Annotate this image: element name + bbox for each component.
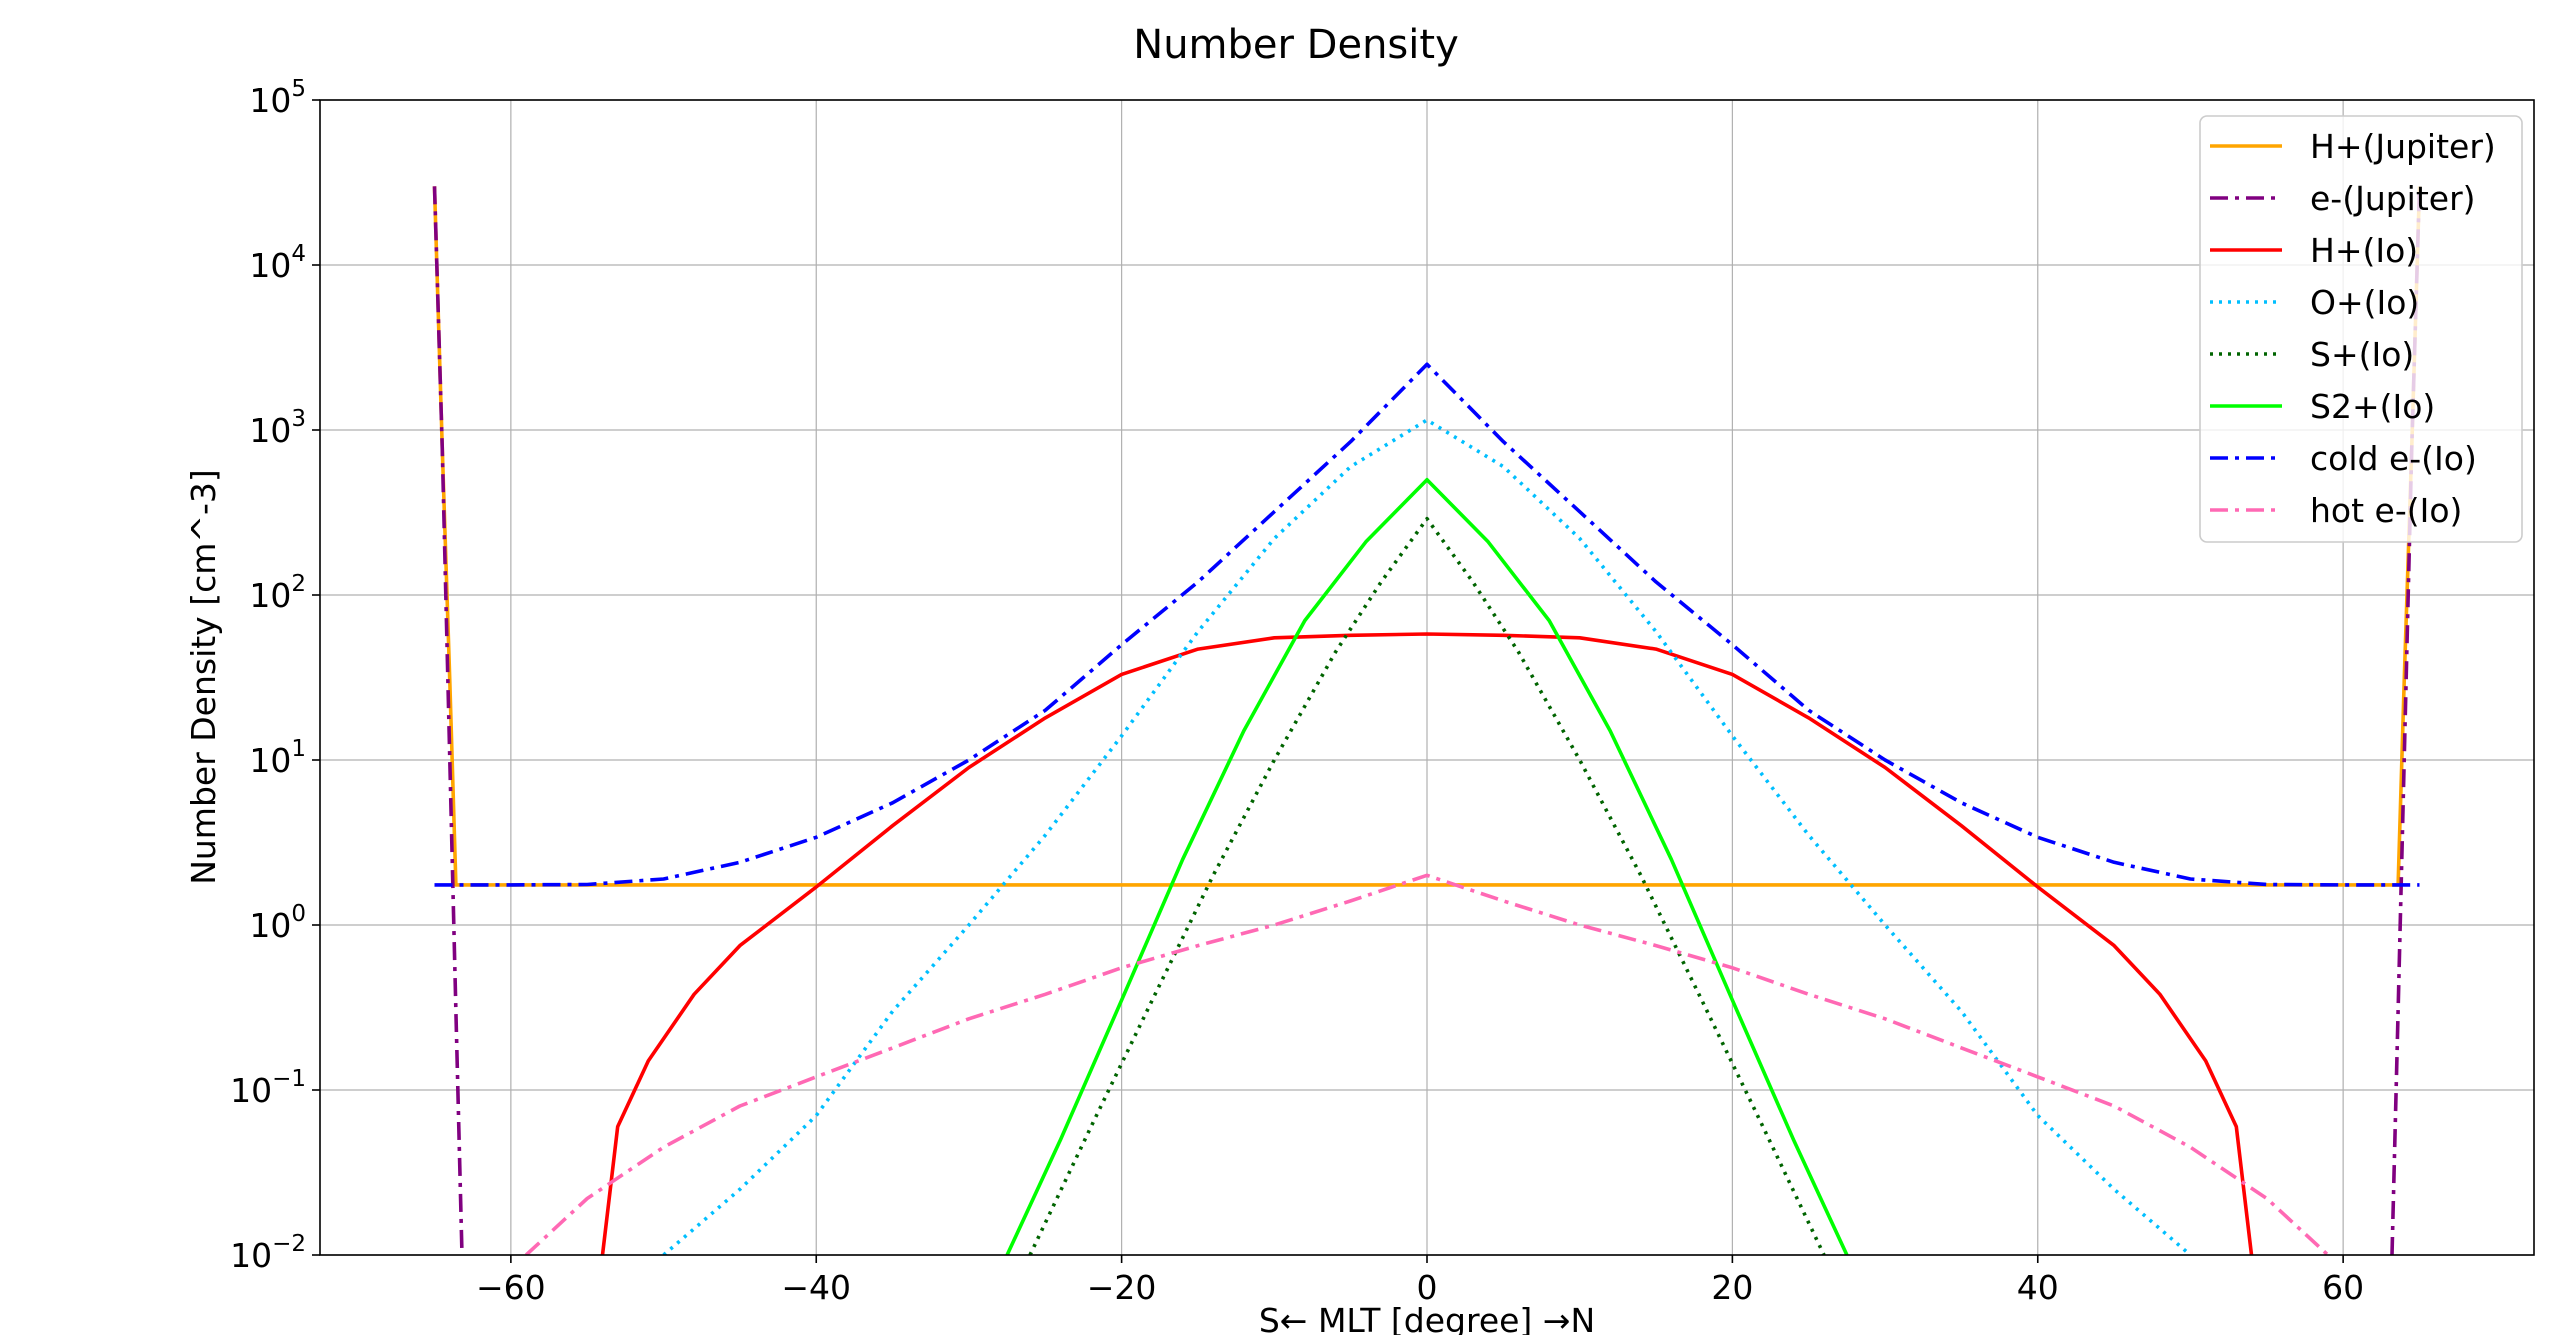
y-tick-label: 102 xyxy=(249,571,306,615)
legend-label: e-(Jupiter) xyxy=(2310,179,2476,218)
legend-label: S2+(Io) xyxy=(2310,387,2435,426)
series-line xyxy=(2390,186,2422,1255)
y-tick-label: 104 xyxy=(249,241,306,285)
y-tick-label: 105 xyxy=(249,76,306,120)
legend-label: H+(Io) xyxy=(2310,231,2418,270)
x-tick-label: 60 xyxy=(2322,1268,2364,1307)
x-axis-label: S← MLT [degree] →N xyxy=(1259,1301,1595,1335)
series-line xyxy=(434,362,2420,887)
y-tick-label: 103 xyxy=(249,406,306,450)
y-tick-label: 10−1 xyxy=(230,1066,306,1110)
x-axis: −60 −40 −20 0 20 40 60 xyxy=(476,1255,2364,1307)
series-line xyxy=(432,186,2422,887)
legend-label: S+(Io) xyxy=(2310,335,2414,374)
legend: H+(Jupiter) e-(Jupiter) H+(Io) O+(Io) S+(Io)… xyxy=(2199,115,2523,543)
legend-box xyxy=(2199,115,2523,543)
x-tick-label: 20 xyxy=(1711,1268,1753,1307)
series-line xyxy=(432,186,464,1255)
series-line xyxy=(600,632,2254,1255)
x-tick-label: −20 xyxy=(1087,1268,1157,1307)
series-line xyxy=(524,873,2330,1255)
y-tick-label: 10−2 xyxy=(230,1231,306,1275)
series-line xyxy=(1005,477,1849,1255)
legend-label: hot e-(Io) xyxy=(2310,491,2462,530)
y-axis: 10−2 10−1 100 101 102 103 104 105 xyxy=(230,76,320,1275)
y-axis-label: Number Density [cm^-3] xyxy=(184,469,223,885)
legend-label: cold e-(Io) xyxy=(2310,439,2477,478)
legend-label: H+(Jupiter) xyxy=(2310,127,2496,166)
legend-label: O+(Io) xyxy=(2310,283,2419,322)
x-tick-label: −40 xyxy=(781,1268,851,1307)
y-tick-label: 101 xyxy=(249,736,306,780)
y-tick-label: 100 xyxy=(249,901,306,945)
x-tick-label: 40 xyxy=(2017,1268,2059,1307)
x-tick-label: −60 xyxy=(476,1268,546,1307)
x-tick-label: 0 xyxy=(1417,1268,1438,1307)
series-layer xyxy=(432,186,2422,1255)
chart-title: Number Density xyxy=(1133,22,1458,68)
series-line xyxy=(1028,516,1826,1255)
grid-lines xyxy=(320,99,2534,1256)
